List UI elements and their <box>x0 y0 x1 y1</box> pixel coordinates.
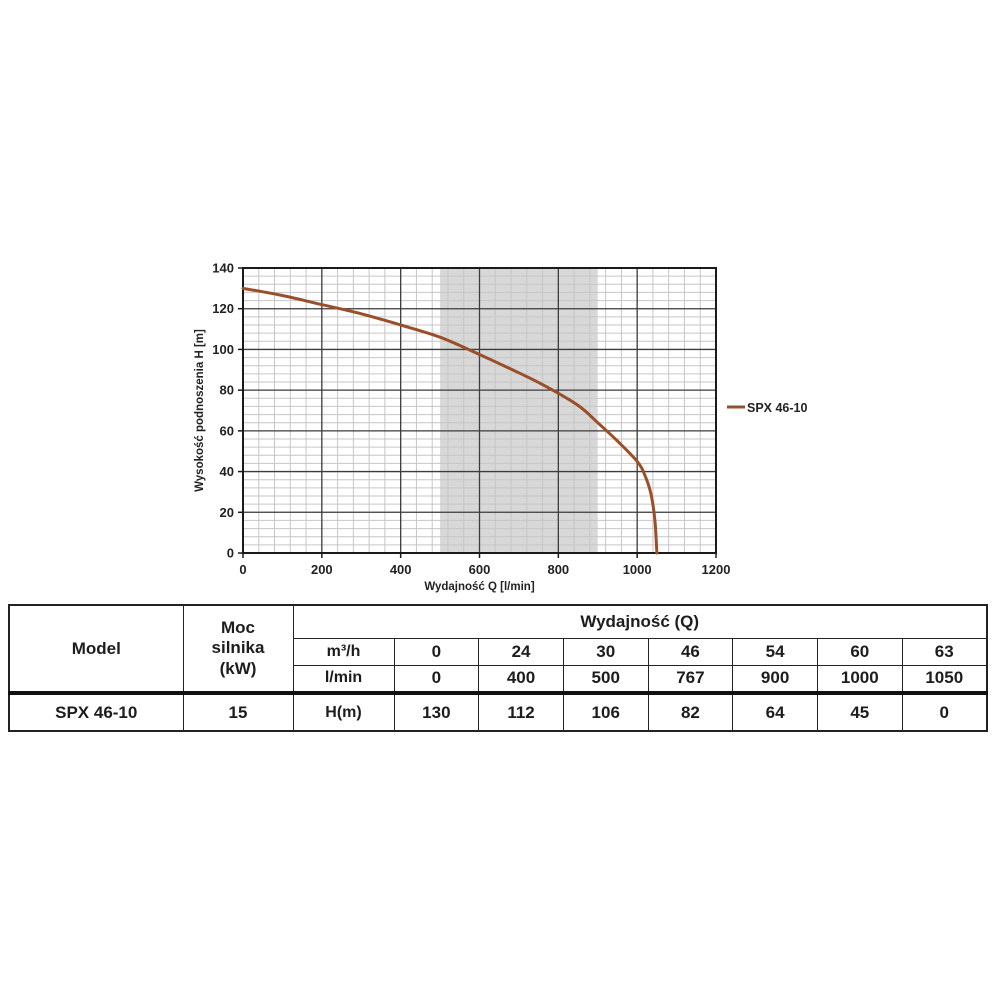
pump-curve <box>241 286 659 555</box>
head-value: 112 <box>478 691 564 732</box>
head-value: 106 <box>562 691 649 732</box>
x-tick-label: 1000 <box>623 562 652 577</box>
m3h-value: 63 <box>901 637 988 666</box>
lmin-value: 400 <box>478 664 564 694</box>
y-tick-label: 40 <box>220 464 234 479</box>
y-tick-label: 80 <box>220 383 234 398</box>
power-header: Moc silnika (kW) <box>182 604 294 694</box>
power-header-line1: Moc <box>221 618 255 638</box>
legend-label: SPX 46-10 <box>747 401 808 415</box>
m3h-value: 30 <box>562 637 649 666</box>
lmin-value: 900 <box>732 664 818 694</box>
m3h-label: m³/h <box>292 637 395 666</box>
power-value: 15 <box>182 691 294 732</box>
x-tick-label: 400 <box>390 562 412 577</box>
head-label: H(m) <box>292 691 395 732</box>
m3h-row: m³/h 0 24 30 46 54 60 63 <box>9 637 988 666</box>
y-tick-label: 0 <box>227 546 234 561</box>
pump-spec-table: Model Moc silnika (kW) Wydajność (Q) m³/… <box>8 604 988 732</box>
lmin-value: 500 <box>562 664 649 694</box>
operating-range-band <box>440 268 598 553</box>
y-tick-label: 60 <box>220 423 234 438</box>
lmin-value: 767 <box>647 664 734 694</box>
power-header-line3: (kW) <box>219 658 257 678</box>
x-tick-label: 0 <box>239 562 246 577</box>
x-tick-label: 200 <box>311 562 333 577</box>
model-header: Model <box>8 604 184 694</box>
x-axis-title: Wydajność Q [l/min] <box>424 581 534 593</box>
head-value: 82 <box>647 691 734 732</box>
m3h-value: 0 <box>393 637 480 666</box>
m3h-value: 60 <box>816 637 903 666</box>
model-data-row: SPX 46-10 15 H(m) 130 112 106 82 64 45 0 <box>8 691 988 732</box>
lmin-value: 0 <box>393 664 480 694</box>
y-tick-label: 20 <box>220 505 234 520</box>
m3h-value: 46 <box>647 637 734 666</box>
lmin-value: 1000 <box>816 664 903 694</box>
lmin-value: 1050 <box>901 664 988 694</box>
y-tick-label: 120 <box>212 301 234 316</box>
head-value: 0 <box>901 691 988 732</box>
lmin-label: l/min <box>292 664 395 694</box>
y-axis-title: Wysokość podnoszenia H [m] <box>194 329 206 492</box>
pump-curve-chart: 0 200 400 600 800 1000 1200 0 20 40 60 80 100 120 140 W… <box>194 261 808 594</box>
m3h-value: 54 <box>732 637 818 666</box>
x-tick-label: 1200 <box>702 562 731 577</box>
head-value: 130 <box>393 691 480 732</box>
head-value: 64 <box>732 691 818 732</box>
power-header-line2: silnika <box>211 638 265 658</box>
y-tick-label: 100 <box>212 342 234 357</box>
x-tick-label: 600 <box>469 562 491 577</box>
m3h-value: 24 <box>478 637 564 666</box>
performance-header: Wydajność (Q) <box>292 604 988 639</box>
pump-curve-svg: 0 200 400 600 800 1000 1200 0 20 40 60 80 100 120 140 W… <box>194 261 808 594</box>
model-value: SPX 46-10 <box>8 691 184 732</box>
x-tick-label: 800 <box>547 562 569 577</box>
y-tick-label: 140 <box>212 261 234 276</box>
lmin-row: l/min 0 400 500 767 900 1000 1050 <box>9 664 988 694</box>
head-value: 45 <box>816 691 903 732</box>
